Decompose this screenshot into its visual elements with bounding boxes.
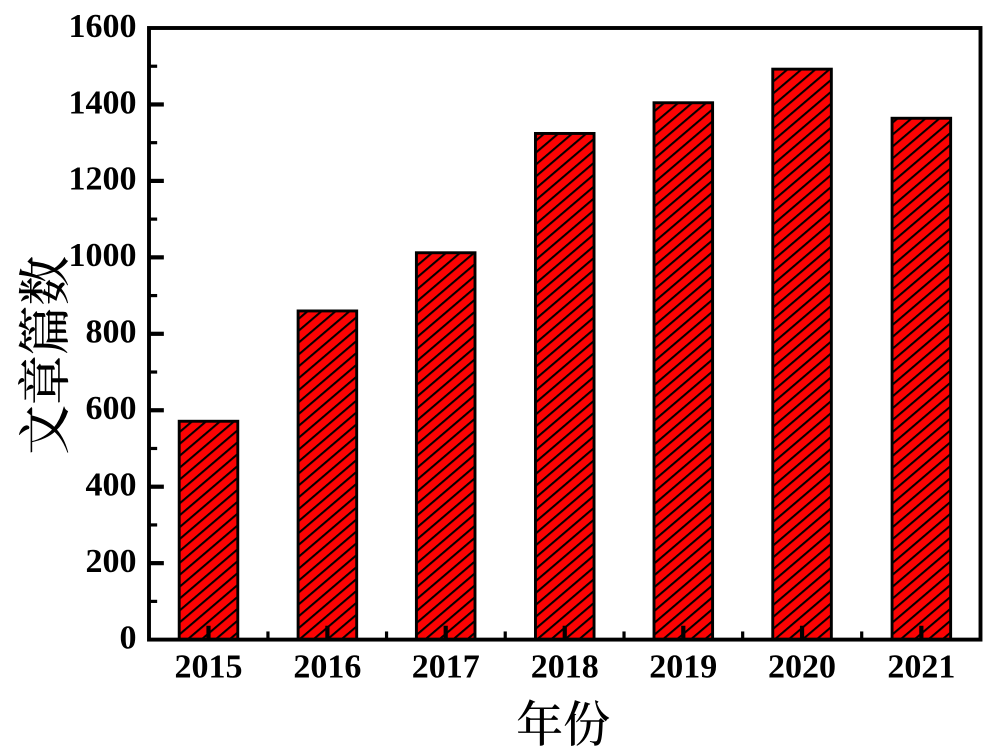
svg-text:2021: 2021: [887, 649, 955, 686]
svg-text:400: 400: [86, 467, 137, 504]
svg-text:2018: 2018: [531, 649, 599, 686]
svg-text:1000: 1000: [69, 237, 137, 274]
svg-text:0: 0: [120, 619, 137, 656]
svg-text:1400: 1400: [69, 84, 137, 121]
svg-text:600: 600: [86, 390, 137, 427]
svg-text:2019: 2019: [649, 649, 717, 686]
svg-text:2015: 2015: [175, 649, 243, 686]
svg-text:2016: 2016: [293, 649, 361, 686]
svg-text:2017: 2017: [412, 649, 480, 686]
svg-text:1600: 1600: [69, 8, 137, 45]
svg-text:1200: 1200: [69, 161, 137, 198]
svg-text:800: 800: [86, 314, 137, 351]
svg-text:200: 200: [86, 543, 137, 580]
svg-text:2020: 2020: [768, 649, 836, 686]
